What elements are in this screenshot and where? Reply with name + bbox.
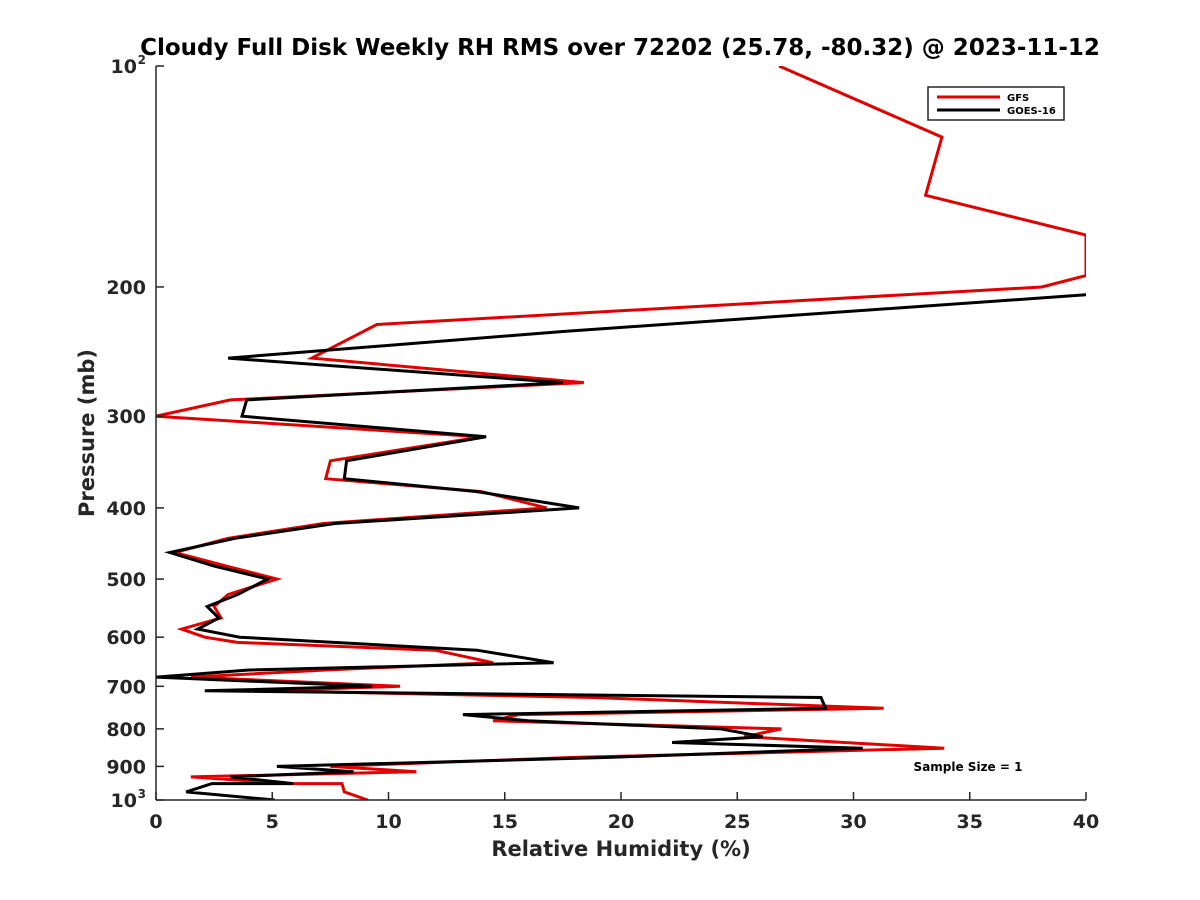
x-tick-label: 35 [957, 811, 983, 833]
x-axis-label: Relative Humidity (%) [491, 837, 750, 861]
legend-label: GOES-16 [1007, 106, 1056, 117]
y-tick-exponent: 3 [138, 787, 146, 801]
y-tick-label: 900 [106, 756, 146, 778]
y-tick-label: 200 [106, 277, 146, 299]
legend-box [927, 86, 1065, 121]
y-tick-label: 10 [111, 56, 137, 78]
x-tick-label: 25 [724, 811, 750, 833]
sample-size-annotation: Sample Size = 1 [914, 760, 1023, 774]
y-tick-label: 400 [106, 498, 146, 520]
x-tick-label: 5 [266, 811, 279, 833]
y-tick-exponent: 2 [138, 53, 146, 67]
legend: GFS GOES-16 [927, 86, 1065, 121]
y-axis-label: Pressure (mb) [75, 349, 99, 517]
y-tick-label: 600 [106, 627, 146, 649]
legend-label: GFS [1007, 93, 1029, 104]
y-tick-label: 300 [106, 406, 146, 428]
y-tick-label: 10 [111, 790, 137, 812]
series-line-goes-16 [156, 293, 1086, 800]
x-tick-label: 20 [608, 811, 634, 833]
x-tick-label: 40 [1073, 811, 1099, 833]
x-tick-label: 0 [149, 811, 162, 833]
x-tick-label: 15 [492, 811, 518, 833]
chart-title: Cloudy Full Disk Weekly RH RMS over 7220… [140, 35, 1100, 61]
y-tick-label: 500 [106, 569, 146, 591]
x-tick-label: 10 [375, 811, 401, 833]
x-axis-ticks: 0 5 10 15 20 25 30 35 40 [149, 792, 1099, 833]
x-tick-label: 30 [840, 811, 866, 833]
series-line-gfs [156, 66, 1086, 800]
plot-area [155, 66, 1086, 801]
y-tick-label: 700 [106, 676, 146, 698]
y-tick-label: 800 [106, 719, 146, 741]
